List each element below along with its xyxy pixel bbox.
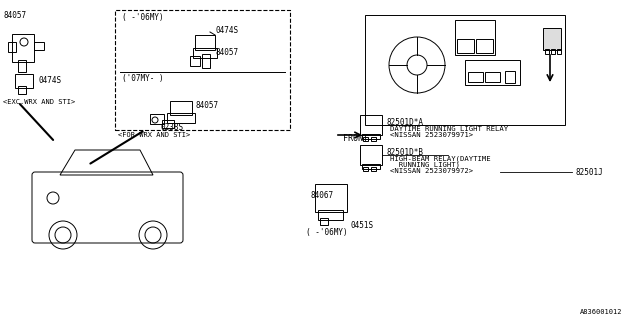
Text: 84057: 84057 [195,100,218,109]
Bar [363,167,368,171]
Bar [543,28,561,50]
Bar [457,39,474,53]
Bar [8,42,16,52]
Bar [476,39,493,53]
Text: 0451S: 0451S [350,220,373,229]
Bar [18,86,26,94]
Bar [455,20,495,55]
Bar [167,113,195,123]
Bar [15,74,33,88]
Text: 82501D*A: 82501D*A [386,117,423,126]
Text: 0474S: 0474S [38,76,61,84]
Bar [320,218,328,225]
Bar [318,210,343,220]
Bar [195,35,215,50]
Text: 0474S: 0474S [215,26,238,35]
Text: ('07MY- ): ('07MY- ) [122,74,164,83]
Bar [371,137,376,141]
Bar [363,137,368,141]
Bar [505,71,515,83]
Bar [557,49,561,54]
Bar [170,101,192,115]
Text: RUNNING LIGHT): RUNNING LIGHT) [390,162,460,168]
Text: DAYTIME RUNNING LIGHT RELAY: DAYTIME RUNNING LIGHT RELAY [390,126,508,132]
Text: <EXC.WRX AND STI>: <EXC.WRX AND STI> [3,99,76,105]
Bar [360,145,382,165]
Bar [150,114,164,124]
Text: 84057: 84057 [3,11,26,20]
Bar [115,10,290,130]
Bar [365,15,565,125]
Text: 82501D*B: 82501D*B [386,148,423,156]
Bar [202,54,210,68]
Text: FRONT: FRONT [343,133,368,142]
Text: <NISSAN 2523079972>: <NISSAN 2523079972> [390,168,473,174]
Text: <FOR WRX AND STI>: <FOR WRX AND STI> [118,132,190,138]
Bar [193,48,217,58]
Bar [12,34,34,62]
Bar [551,49,555,54]
Bar [468,72,483,82]
Text: A836001012: A836001012 [580,309,623,315]
Bar [315,184,347,212]
Bar [362,134,380,139]
Bar [360,115,382,135]
Bar [362,164,380,169]
Bar [465,60,520,85]
Text: 84057: 84057 [215,47,238,57]
Bar [485,72,500,82]
Text: <NISSAN 2523079971>: <NISSAN 2523079971> [390,132,473,138]
Bar [371,167,376,171]
Text: 84067: 84067 [310,190,333,199]
Bar [18,60,26,72]
Bar [34,42,44,50]
Text: ( -'06MY): ( -'06MY) [306,228,348,236]
Bar [190,56,200,66]
Text: HIGH-BEAM RELAY(DAYTIME: HIGH-BEAM RELAY(DAYTIME [390,156,491,162]
Text: ( -'06MY): ( -'06MY) [122,12,164,21]
Bar [545,49,549,54]
Text: 82501J: 82501J [575,167,603,177]
Bar [162,120,174,128]
Text: 0238S: 0238S [160,123,183,132]
